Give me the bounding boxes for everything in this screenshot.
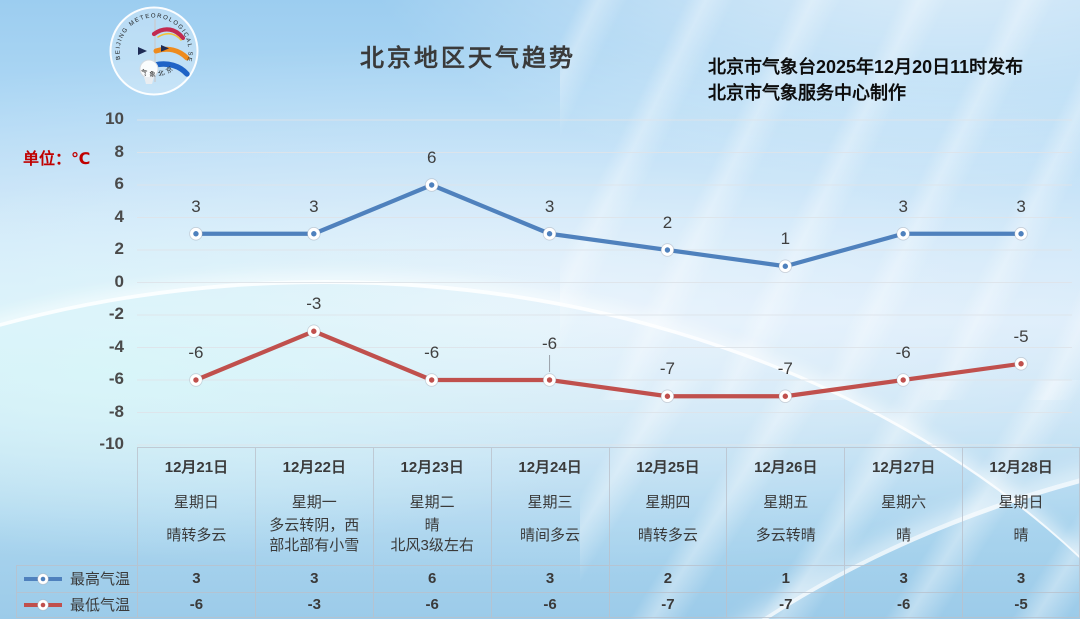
day-header-cell: 12月25日 星期四晴转多云: [608, 447, 727, 565]
data-label: 1: [780, 229, 791, 249]
data-label: -6: [542, 334, 558, 353]
y-tick-label: -8: [108, 401, 124, 421]
high-temp-value-cell: 3: [254, 565, 373, 592]
low-temp-value-cell: -6: [844, 591, 963, 618]
y-tick-label: 0: [114, 271, 124, 291]
weather-label: 晴: [896, 526, 912, 544]
legend-high-temp: 最高气温: [16, 565, 137, 592]
day-header-cell: 12月27日 星期六晴: [844, 447, 963, 565]
low-temp-value-cell: -7: [608, 591, 727, 618]
weather-label: 晴 北风3级左右: [390, 517, 474, 554]
data-label: 3: [309, 196, 319, 216]
y-tick-label: 8: [114, 141, 124, 161]
table-corner-blank: [16, 447, 137, 565]
data-label: 3: [898, 196, 908, 216]
day-header-cell: 12月21日 星期日晴转多云: [137, 447, 255, 565]
legend-label: 最高气温: [70, 571, 131, 589]
legend-label: 最低气温: [70, 597, 131, 615]
low-temp-value-cell: -6: [490, 591, 609, 618]
weather-label: 晴转多云: [166, 526, 227, 544]
weather-label: 多云转晴: [755, 526, 816, 544]
date-label: 12月25日: [636, 459, 700, 476]
low-temp-legend-icon: [24, 598, 62, 611]
high-temp-value-cell: 3: [962, 565, 1080, 592]
data-label: 2: [662, 213, 673, 232]
y-tick-label: 10: [105, 109, 124, 128]
y-tick-label: -2: [108, 304, 124, 323]
weekday-label: 星期日: [998, 494, 1044, 511]
low-temp-value-cell: -5: [962, 591, 1080, 618]
date-label: 12月21日: [164, 459, 229, 476]
weekday-label: 星期日: [173, 494, 219, 511]
weather-label: 多云转阴，西 部北部有小雪: [269, 517, 360, 554]
legend-low-temp: 最低气温: [16, 591, 137, 618]
forecast-table: 12月21日 星期日 晴转多云 12月22日 星期一 多云转阴，西 部北部有小雪 12月23…: [16, 447, 1080, 618]
day-header-cell: 12月23日 星期二晴 北风3级左右: [372, 447, 491, 565]
weekday-label: 星期三: [527, 494, 573, 511]
date-label: 12月28日: [989, 459, 1053, 476]
data-label: 3: [1016, 196, 1026, 216]
date-label: 12月23日: [400, 459, 464, 476]
weekday-label: 星期五: [763, 494, 809, 511]
y-tick-label: -6: [108, 369, 124, 388]
weather-label: 晴: [1013, 526, 1029, 544]
data-label: -7: [777, 359, 793, 379]
issue-line-1: 北京市气象台2025年12月20日11时发布: [708, 57, 1024, 77]
low-temp-value-cell: -3: [254, 591, 373, 618]
date-label: 12月26日: [754, 459, 818, 476]
data-label: -7: [659, 359, 675, 379]
weekday-label: 星期二: [409, 494, 455, 511]
date-label: 12月22日: [282, 459, 346, 476]
y-tick-label: 4: [114, 206, 124, 226]
y-tick-label: 2: [114, 239, 124, 258]
weekday-label: 星期一: [291, 494, 337, 511]
data-label: -3: [306, 294, 322, 314]
meteorological-service-logo-icon: BEIJING METEOROLOGICAL SERVICE 气象北京: [109, 6, 199, 96]
high-temp-value-cell: 3: [844, 565, 963, 592]
high-temp-value-cell: 6: [372, 565, 491, 592]
date-label: 12月27日: [872, 459, 936, 476]
weekday-label: 星期四: [645, 494, 691, 511]
date-label: 12月24日: [518, 459, 582, 476]
weather-label: 晴转多云: [637, 526, 698, 544]
high-temp-value-cell: 2: [608, 565, 727, 592]
low-temp-value-cell: -6: [137, 591, 255, 618]
unit-label: 单位：℃: [23, 151, 91, 168]
weekday-label: 星期六: [881, 494, 927, 511]
high-temp-value-cell: 3: [490, 565, 609, 592]
data-label: -6: [424, 343, 440, 362]
low-temp-value-cell: -7: [726, 591, 845, 618]
data-label: -6: [895, 343, 911, 362]
day-header-cell: 12月22日 星期一多云转阴，西 部北部有小雪: [254, 447, 373, 565]
low-temp-value-cell: -6: [372, 591, 491, 618]
page-title: 北京地区天气趋势: [360, 45, 576, 72]
y-tick-label: -10: [99, 434, 124, 453]
high-temp-value-cell: 3: [137, 565, 255, 592]
day-header-cell: 12月26日 星期五多云转晴: [726, 447, 845, 565]
data-label: -6: [188, 343, 204, 362]
weather-label: 晴间多云: [520, 526, 581, 544]
high-temp-legend-icon: [24, 572, 62, 585]
high-temp-value-cell: 1: [726, 565, 845, 592]
data-label: 3: [191, 196, 201, 216]
issue-info: 北京市气象台2025年12月20日11时发布 北京市气象服务中心制作: [708, 54, 1023, 106]
day-header-cell: 12月28日 星期日晴: [962, 447, 1080, 565]
issue-line-2: 北京市气象服务中心制作: [708, 83, 906, 103]
data-label: 3: [544, 196, 555, 216]
y-tick-label: 6: [114, 174, 124, 193]
data-label: 6: [426, 148, 437, 167]
data-label: -5: [1013, 326, 1029, 346]
day-header-cell: 12月24日 星期三晴间多云: [490, 447, 609, 565]
y-tick-label: -4: [108, 336, 124, 356]
